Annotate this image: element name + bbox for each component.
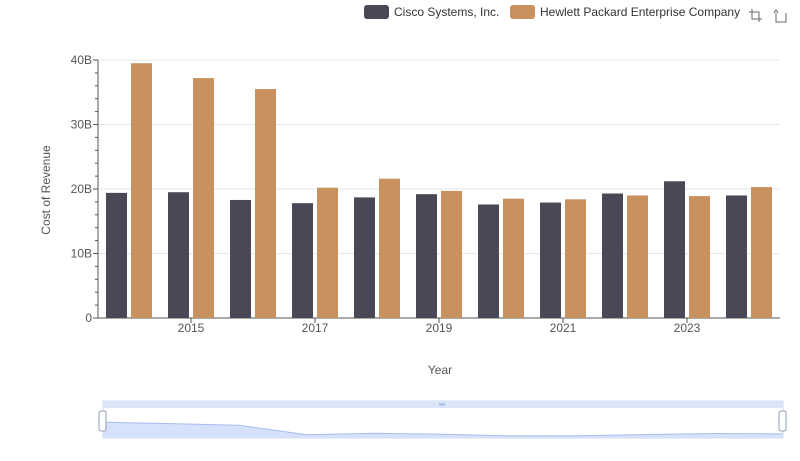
bar-cisco-2019[interactable]	[416, 194, 437, 318]
bar-cisco-2015[interactable]	[168, 192, 189, 318]
bar-hpe-2021[interactable]	[565, 199, 586, 318]
slider-selection-bar[interactable]	[103, 401, 783, 408]
bar-hpe-2023[interactable]	[689, 196, 710, 318]
bar-hpe-2020[interactable]	[503, 198, 524, 318]
slider-left-handle[interactable]	[98, 410, 107, 432]
y-tick-label: 40B	[71, 53, 92, 67]
legend-label-hpe: Hewlett Packard Enterprise Company	[540, 5, 740, 19]
x-tick-label: 2015	[178, 321, 205, 335]
x-axis-title: Year	[428, 363, 452, 377]
y-tick-label: 0	[85, 311, 92, 325]
x-tick-label: 2017	[302, 321, 329, 335]
bar-hpe-2024[interactable]	[751, 187, 772, 318]
y-tick-label: 10B	[71, 247, 92, 261]
bar-hpe-2015[interactable]	[193, 78, 214, 318]
legend-swatch-cisco	[364, 5, 389, 19]
range-slider[interactable]	[98, 400, 787, 439]
bar-cisco-2024[interactable]	[726, 195, 747, 318]
legend-item-hpe[interactable]: Hewlett Packard Enterprise Company	[510, 5, 740, 19]
bar-cisco-2021[interactable]	[540, 202, 561, 318]
legend-item-cisco[interactable]: Cisco Systems, Inc.	[364, 5, 499, 19]
bar-cisco-2016[interactable]	[230, 199, 251, 318]
bar-hpe-2016[interactable]	[255, 89, 276, 319]
zoom-reset-icon[interactable]	[773, 8, 788, 23]
bar-cisco-2022[interactable]	[602, 193, 623, 318]
y-axis: 0 10B 20B 30B 40B	[71, 53, 99, 325]
bar-cisco-2020[interactable]	[478, 204, 499, 318]
legend[interactable]: Cisco Systems, Inc. Hewlett Packard Ente…	[364, 5, 740, 19]
bar-hpe-2017[interactable]	[317, 187, 338, 318]
bar-hpe-2022[interactable]	[627, 195, 648, 318]
slider-preview-area	[103, 422, 783, 438]
bar-cisco-2017[interactable]	[292, 203, 313, 318]
y-tick-label: 30B	[71, 118, 92, 132]
bar-hpe-2019[interactable]	[441, 190, 462, 318]
bar-cisco-2014[interactable]	[106, 192, 127, 318]
y-axis-title: Cost of Revenue	[39, 145, 53, 235]
slider-right-handle[interactable]	[778, 410, 787, 432]
bars	[106, 63, 772, 319]
slider-drag-handle-icon[interactable]	[439, 403, 445, 406]
x-tick-label: 2021	[550, 321, 577, 335]
slider-preview-line	[102, 421, 784, 437]
bar-hpe-2014[interactable]	[131, 63, 152, 318]
x-axis: 2015 2017 2019 2021 2023	[98, 317, 780, 335]
bar-hpe-2018[interactable]	[379, 178, 400, 318]
legend-swatch-hpe	[510, 5, 535, 19]
y-tick-label: 20B	[71, 182, 92, 196]
zoom-select-icon[interactable]	[748, 8, 763, 23]
legend-label-cisco: Cisco Systems, Inc.	[394, 5, 499, 19]
x-tick-label: 2023	[674, 321, 701, 335]
bar-cisco-2023[interactable]	[664, 181, 685, 318]
bar-cisco-2018[interactable]	[354, 197, 375, 318]
x-tick-label: 2019	[426, 321, 453, 335]
